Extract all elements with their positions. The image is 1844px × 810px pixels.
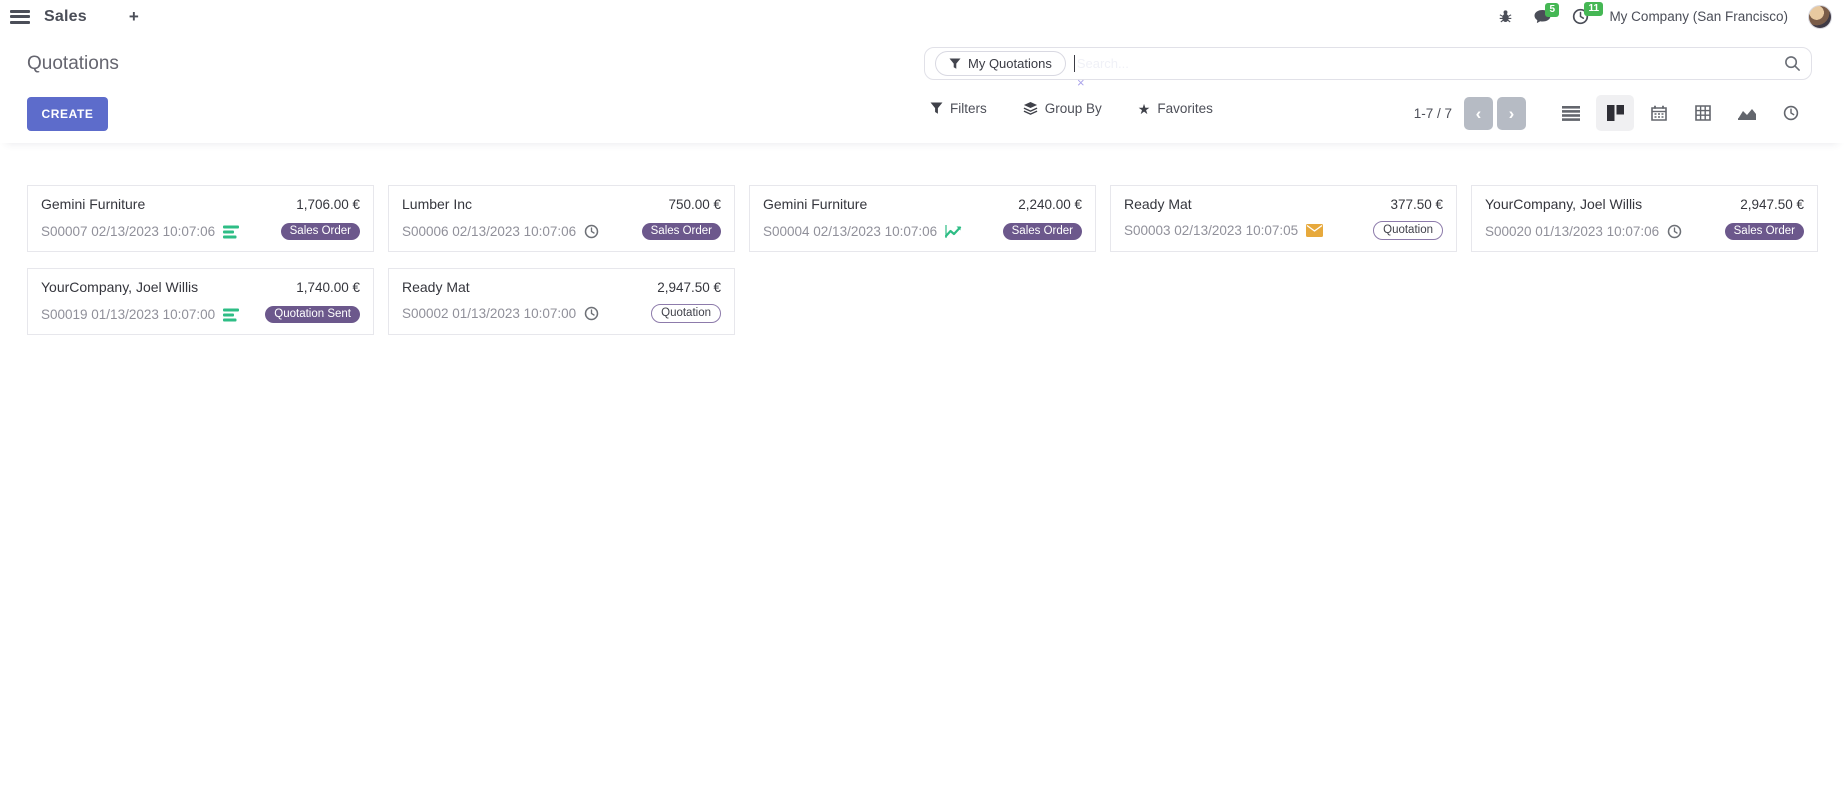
graph-view-icon[interactable] (1728, 95, 1766, 131)
card-status-badge: Sales Order (280, 223, 360, 240)
quotation-card[interactable]: YourCompany, Joel Willis 1,740.00 € S000… (27, 268, 374, 335)
card-status-badge: Quotation (651, 304, 721, 323)
quotation-card[interactable]: Ready Mat 2,947.50 € S00002 01/13/2023 1… (388, 268, 735, 335)
group-by-layers-icon (1023, 101, 1038, 115)
card-reference: S00007 02/13/2023 10:07:06 (41, 224, 216, 239)
card-reference: S00019 01/13/2023 10:07:00 (41, 307, 216, 322)
card-amount: 750.00 € (668, 197, 721, 212)
search-input[interactable] (1074, 56, 1784, 71)
activities-count-badge: 11 (1584, 2, 1604, 16)
chart-green-icon[interactable] (945, 224, 963, 239)
pivot-view-icon[interactable] (1684, 95, 1722, 131)
card-amount: 2,240.00 € (1018, 197, 1082, 212)
apps-menu-icon[interactable] (10, 9, 30, 24)
activities-clock-icon[interactable]: 11 (1572, 2, 1604, 25)
messages-icon[interactable]: 5 (1533, 2, 1559, 25)
quotation-card[interactable]: Gemini Furniture 1,706.00 € S00007 02/13… (27, 185, 374, 252)
clock-gray-icon[interactable] (584, 224, 599, 239)
quotation-card[interactable]: Lumber Inc 750.00 € S00006 02/13/2023 10… (388, 185, 735, 252)
list-view-icon[interactable] (1552, 95, 1590, 131)
filters-button[interactable]: Filters (930, 101, 987, 116)
pager-range: 1-7 / 7 (1413, 105, 1452, 121)
pager-next-button[interactable]: › (1497, 96, 1526, 130)
card-amount: 1,740.00 € (296, 280, 360, 295)
create-button[interactable]: CREATE (27, 97, 108, 131)
card-reference: S00003 02/13/2023 10:07:05 (1124, 223, 1299, 238)
card-customer: Ready Mat (1124, 196, 1192, 212)
card-amount: 2,947.50 € (1740, 197, 1804, 212)
calendar-view-icon[interactable] (1640, 95, 1678, 131)
card-amount: 1,706.00 € (296, 197, 360, 212)
favorites-star-icon: ★ (1137, 100, 1151, 117)
page-title: Quotations (27, 53, 119, 74)
control-panel: Quotations My Quotations × CREATE Filter… (0, 33, 1844, 143)
card-status-badge: Sales Order (1724, 223, 1804, 240)
top-navbar: Sales + 5 11 My Company (San Francisco) (0, 0, 1844, 33)
kanban-view-icon[interactable] (1596, 95, 1634, 131)
activity-view-icon[interactable] (1772, 95, 1810, 131)
card-customer: Gemini Furniture (41, 196, 146, 212)
view-switcher (1552, 95, 1810, 131)
debug-bug-icon[interactable] (1498, 9, 1513, 24)
tasks-green-icon[interactable] (223, 225, 240, 239)
card-reference: S00020 01/13/2023 10:07:06 (1485, 224, 1660, 239)
app-name[interactable]: Sales (44, 7, 87, 25)
search-facet-label: My Quotations (968, 56, 1052, 71)
user-avatar[interactable] (1808, 4, 1832, 29)
kanban-grid: Gemini Furniture 1,706.00 € S00007 02/13… (27, 185, 1844, 335)
facet-remove-icon[interactable]: × (1077, 75, 1085, 90)
filter-funnel-icon (949, 58, 961, 69)
card-customer: YourCompany, Joel Willis (1485, 196, 1643, 212)
filter-funnel-icon (930, 102, 943, 114)
card-amount: 377.50 € (1390, 197, 1443, 212)
envelope-orange-icon[interactable] (1306, 224, 1324, 237)
card-status-badge: Quotation (1373, 221, 1443, 240)
plus-icon[interactable]: + (128, 6, 139, 26)
pager-previous-button[interactable]: ‹ (1464, 96, 1493, 130)
card-reference: S00006 02/13/2023 10:07:06 (402, 224, 577, 239)
card-status-badge: Quotation Sent (265, 306, 360, 323)
search-bar[interactable]: My Quotations × (924, 47, 1812, 89)
card-customer: Ready Mat (402, 279, 470, 295)
card-amount: 2,947.50 € (657, 280, 721, 295)
company-switcher[interactable]: My Company (San Francisco) (1609, 9, 1788, 24)
card-reference: S00004 02/13/2023 10:07:06 (763, 224, 938, 239)
card-status-badge: Sales Order (1002, 223, 1082, 240)
search-icon[interactable] (1784, 55, 1801, 72)
search-facet-my-quotations[interactable]: My Quotations (935, 51, 1066, 76)
quotation-card[interactable]: YourCompany, Joel Willis 2,947.50 € S000… (1471, 185, 1818, 252)
card-reference: S00002 01/13/2023 10:07:00 (402, 306, 577, 321)
clock-gray-icon[interactable] (1667, 224, 1682, 239)
card-customer: YourCompany, Joel Willis (41, 279, 199, 295)
card-status-badge: Sales Order (641, 223, 721, 240)
quotation-card[interactable]: Gemini Furniture 2,240.00 € S00004 02/13… (749, 185, 1096, 252)
clock-gray-icon[interactable] (584, 306, 599, 321)
card-customer: Gemini Furniture (763, 196, 868, 212)
favorites-button[interactable]: ★ Favorites (1137, 100, 1213, 117)
text-cursor (1073, 55, 1075, 72)
quotation-card[interactable]: Ready Mat 377.50 € S00003 02/13/2023 10:… (1110, 185, 1457, 252)
tasks-green-icon[interactable] (223, 308, 240, 322)
card-customer: Lumber Inc (402, 196, 473, 212)
messages-count-badge: 5 (1545, 2, 1559, 17)
group-by-button[interactable]: Group By (1023, 101, 1102, 116)
